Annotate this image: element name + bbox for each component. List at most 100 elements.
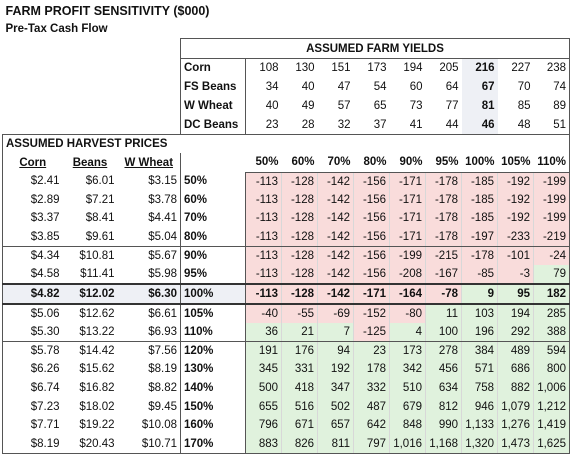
table-row: ASSUMED FARM YIELDS [3, 38, 570, 59]
yield-level-header: 95% [425, 153, 462, 173]
profit-value: -113 [245, 264, 282, 285]
profit-value: 384 [461, 341, 498, 361]
profit-value: -178 [425, 172, 462, 191]
price: $3.15 [148, 175, 177, 188]
yield-value: 73 [409, 100, 423, 112]
price: $2.89 [2, 190, 63, 210]
profit-value: 642 [353, 415, 390, 435]
table-row: $5.78 $14.42 $7.56 120% 191 176 94 23 173 278 384 4… [2, 341, 570, 361]
profit-value: 487 [353, 397, 390, 416]
price: $13.22 [62, 322, 118, 343]
profit-value: -167 [425, 264, 462, 285]
profit-value: -78 [425, 282, 462, 305]
yield-level: 105% [180, 303, 246, 323]
profit-value: 1,079 [497, 397, 534, 416]
profit-value: 1,133 [461, 415, 498, 435]
profit-value: 192 [317, 360, 354, 379]
blank [3, 39, 181, 59]
profit-value: -113 [245, 209, 282, 228]
profit-value: -80 [389, 303, 426, 323]
profit-value: 11 [425, 303, 462, 323]
profit-value: -171 [353, 282, 390, 305]
profit-value: 1,419 [533, 415, 570, 435]
yield-level: 60% [180, 190, 246, 210]
blank [3, 78, 181, 97]
price: $16.82 [79, 382, 115, 395]
profit-value: -113 [245, 246, 282, 265]
yield-value: 70 [517, 81, 531, 93]
yield-value: 34 [265, 81, 279, 93]
profit-value: 797 [353, 434, 390, 454]
price: $4.58 [2, 264, 63, 285]
price: $19.22 [79, 419, 115, 432]
blank [180, 134, 570, 153]
profit-value: 1,168 [425, 434, 462, 454]
price: $4.34 [2, 246, 63, 265]
price: $3.78 [148, 193, 177, 206]
subtitle: Pre-Tax Cash Flow [5, 23, 108, 35]
price-column-header: Beans [72, 156, 108, 169]
profit-value: -128 [281, 190, 318, 210]
profit-value: -171 [389, 209, 426, 228]
price: $9.61 [62, 227, 118, 247]
profit-value: 671 [281, 415, 318, 435]
yield-value: 238 [533, 58, 570, 78]
blank [246, 20, 570, 39]
yield-value: 49 [301, 100, 315, 112]
blank [246, 2, 570, 20]
table-row: $3.37 $8.41 $4.41 70% -113 -128 -142 -156 -171 -1… [2, 209, 570, 228]
profit-value: 196 [461, 322, 498, 343]
profit-value: 1,006 [533, 378, 570, 398]
profit-value: -197 [461, 227, 498, 247]
table-row: $7.23 $18.02 $9.45 150% 655 516 502 487 679 812 94… [2, 397, 570, 416]
profit-value: -128 [281, 227, 318, 247]
yield-level-header: 110% [533, 153, 570, 173]
yield-value: 67 [461, 77, 498, 97]
price: $6.26 [2, 360, 63, 379]
profit-value: 882 [497, 378, 534, 398]
table-row: $7.71 $19.22 $10.08 160% 796 671 657 642 848 990 1… [2, 415, 570, 435]
price: $5.30 [2, 322, 63, 343]
yield-level-header: 105% [497, 153, 534, 173]
yield-level-header: 70% [317, 153, 354, 173]
price: $9.45 [148, 400, 177, 413]
profit-value: -142 [317, 190, 354, 210]
profit-value: 178 [353, 360, 390, 379]
price: $4.82 [2, 282, 63, 305]
profit-value: 100 [425, 322, 462, 343]
profit-value: -142 [317, 264, 354, 285]
yield-value: 60 [409, 81, 423, 93]
yield-level: 70% [180, 209, 246, 228]
profit-value: -178 [425, 209, 462, 228]
yield-value: 216 [461, 58, 498, 78]
profit-value: 1,473 [497, 434, 534, 454]
price: $6.93 [117, 322, 181, 343]
profit-value: 36 [245, 322, 282, 343]
yield-value: 81 [461, 96, 498, 116]
profit-value: 758 [461, 378, 498, 398]
profit-value: -101 [497, 246, 534, 265]
crop-label: Corn [180, 58, 246, 78]
yield-level: 95% [180, 264, 246, 285]
yield-value: 37 [353, 115, 390, 135]
yield-value: 51 [533, 115, 570, 135]
price: $6.01 [85, 175, 115, 188]
price: $5.78 [2, 341, 63, 361]
profit-value: 292 [497, 322, 534, 343]
profit-value: -128 [281, 246, 318, 265]
price: $10.08 [141, 419, 177, 432]
profit-value: 826 [281, 434, 318, 454]
profit-value: -24 [533, 246, 570, 265]
profit-value: -171 [389, 172, 426, 191]
price: $20.43 [62, 434, 118, 454]
profit-value: -185 [461, 209, 498, 228]
price: $7.21 [85, 193, 115, 206]
profit-value: 883 [245, 434, 282, 454]
profit-value: 4 [389, 322, 426, 343]
yield-level: 80% [180, 227, 246, 247]
price: $10.81 [79, 249, 115, 262]
profit-value: 347 [317, 378, 354, 398]
profit-value: -113 [245, 172, 282, 191]
price: $6.61 [148, 307, 177, 320]
profit-value: 21 [281, 322, 318, 343]
